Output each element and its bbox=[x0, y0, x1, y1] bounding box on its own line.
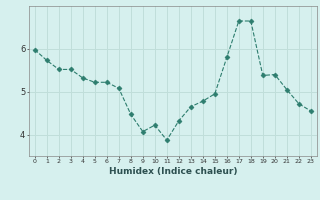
X-axis label: Humidex (Indice chaleur): Humidex (Indice chaleur) bbox=[108, 167, 237, 176]
